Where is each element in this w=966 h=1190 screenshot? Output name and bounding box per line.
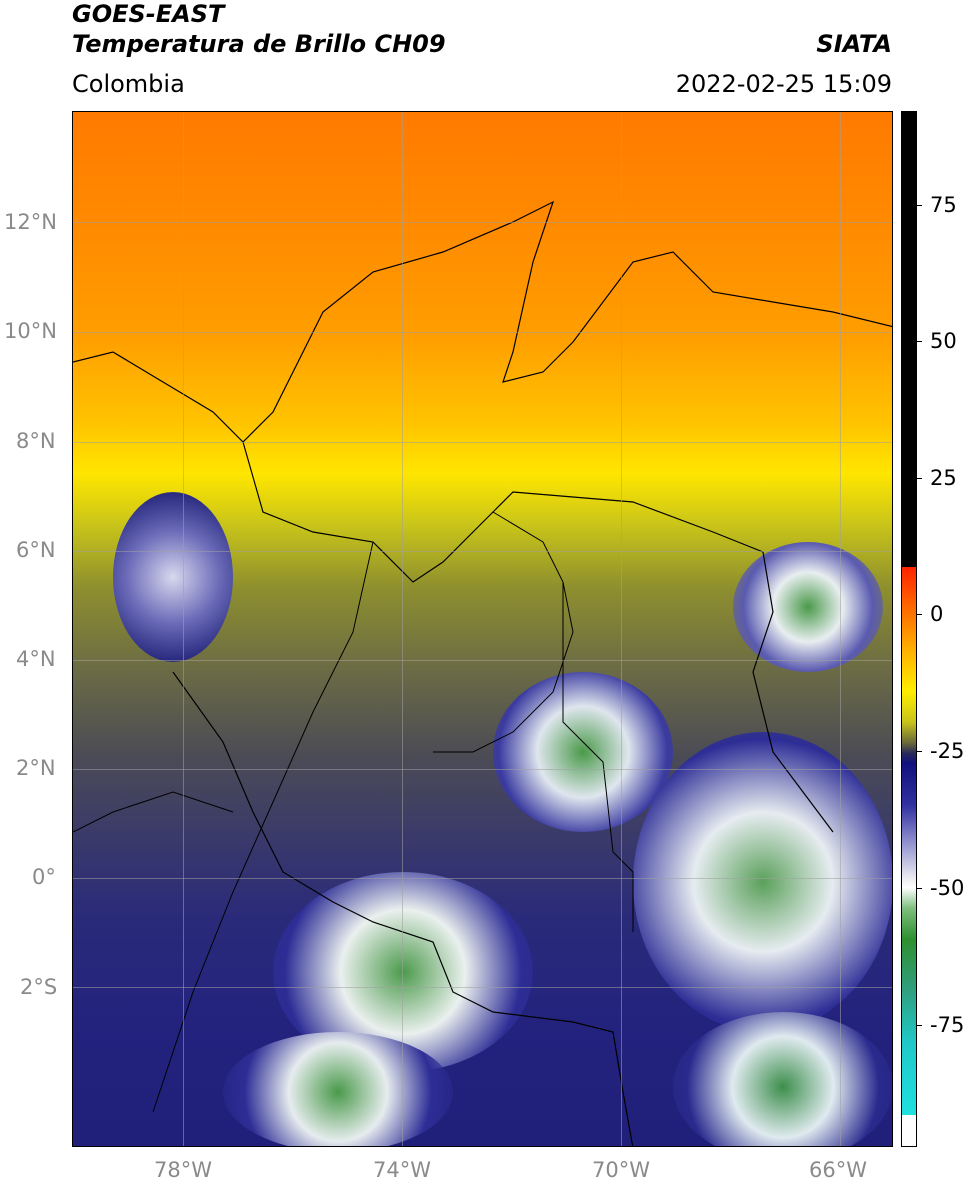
lat-label: 6°N (16, 538, 56, 562)
gridline-lat (73, 769, 892, 770)
lat-label: 2°S (20, 975, 58, 999)
lon-label: 74°W (373, 1158, 431, 1182)
colorbar-tick (917, 341, 922, 342)
gridline-lat (73, 442, 892, 443)
colorbar-label: -75 (930, 1013, 965, 1037)
gridline-lat (73, 332, 892, 333)
lat-label: 2°N (16, 756, 56, 780)
cloud-cluster (223, 1032, 453, 1146)
timestamp-label: 2022-02-25 15:09 (675, 70, 892, 98)
colorbar-label: 50 (930, 329, 957, 353)
cloud-cluster (113, 492, 233, 662)
gridline-lon (402, 112, 403, 1146)
gridline-lat (73, 222, 892, 223)
gridline-lat (73, 987, 892, 988)
brand-label: SIATA (816, 30, 892, 58)
colorbar-tick (917, 478, 922, 479)
colorbar-tick (917, 751, 922, 752)
gridline-lat (73, 878, 892, 879)
colorbar-tick (917, 614, 922, 615)
colorbar-tick (917, 888, 922, 889)
title-product: Temperatura de Brillo CH09 (72, 30, 446, 58)
gridline-lon (840, 112, 841, 1146)
cloud-cluster (733, 542, 883, 672)
colorbar-label: 75 (930, 193, 957, 217)
lat-label: 0° (32, 865, 56, 889)
lat-label: 10°N (4, 319, 57, 343)
country-borders (73, 200, 892, 1146)
satellite-map (72, 111, 893, 1147)
lat-label: 8°N (16, 429, 56, 453)
colorbar-tick (917, 1025, 922, 1026)
region-label: Colombia (72, 70, 185, 98)
gridline-lat (73, 660, 892, 661)
title-satellite: GOES-EAST (72, 0, 225, 28)
colorbar (901, 111, 917, 1147)
lat-label: 4°N (16, 647, 56, 671)
colorbar-tick (917, 205, 922, 206)
cloud-cluster (493, 672, 673, 832)
colorbar-label: -50 (930, 876, 965, 900)
gridline-lon (183, 112, 184, 1146)
cloud-cluster (673, 1012, 892, 1146)
lon-label: 78°W (154, 1158, 212, 1182)
lon-label: 66°W (809, 1158, 867, 1182)
lat-label: 12°N (4, 210, 57, 234)
lon-label: 70°W (592, 1158, 650, 1182)
gridline-lat (73, 551, 892, 552)
colorbar-label: 0 (930, 602, 944, 626)
colorbar-label: 25 (930, 466, 957, 490)
gridline-lon (621, 112, 622, 1146)
colorbar-label: -25 (930, 739, 965, 763)
cloud-cluster (633, 732, 892, 1032)
